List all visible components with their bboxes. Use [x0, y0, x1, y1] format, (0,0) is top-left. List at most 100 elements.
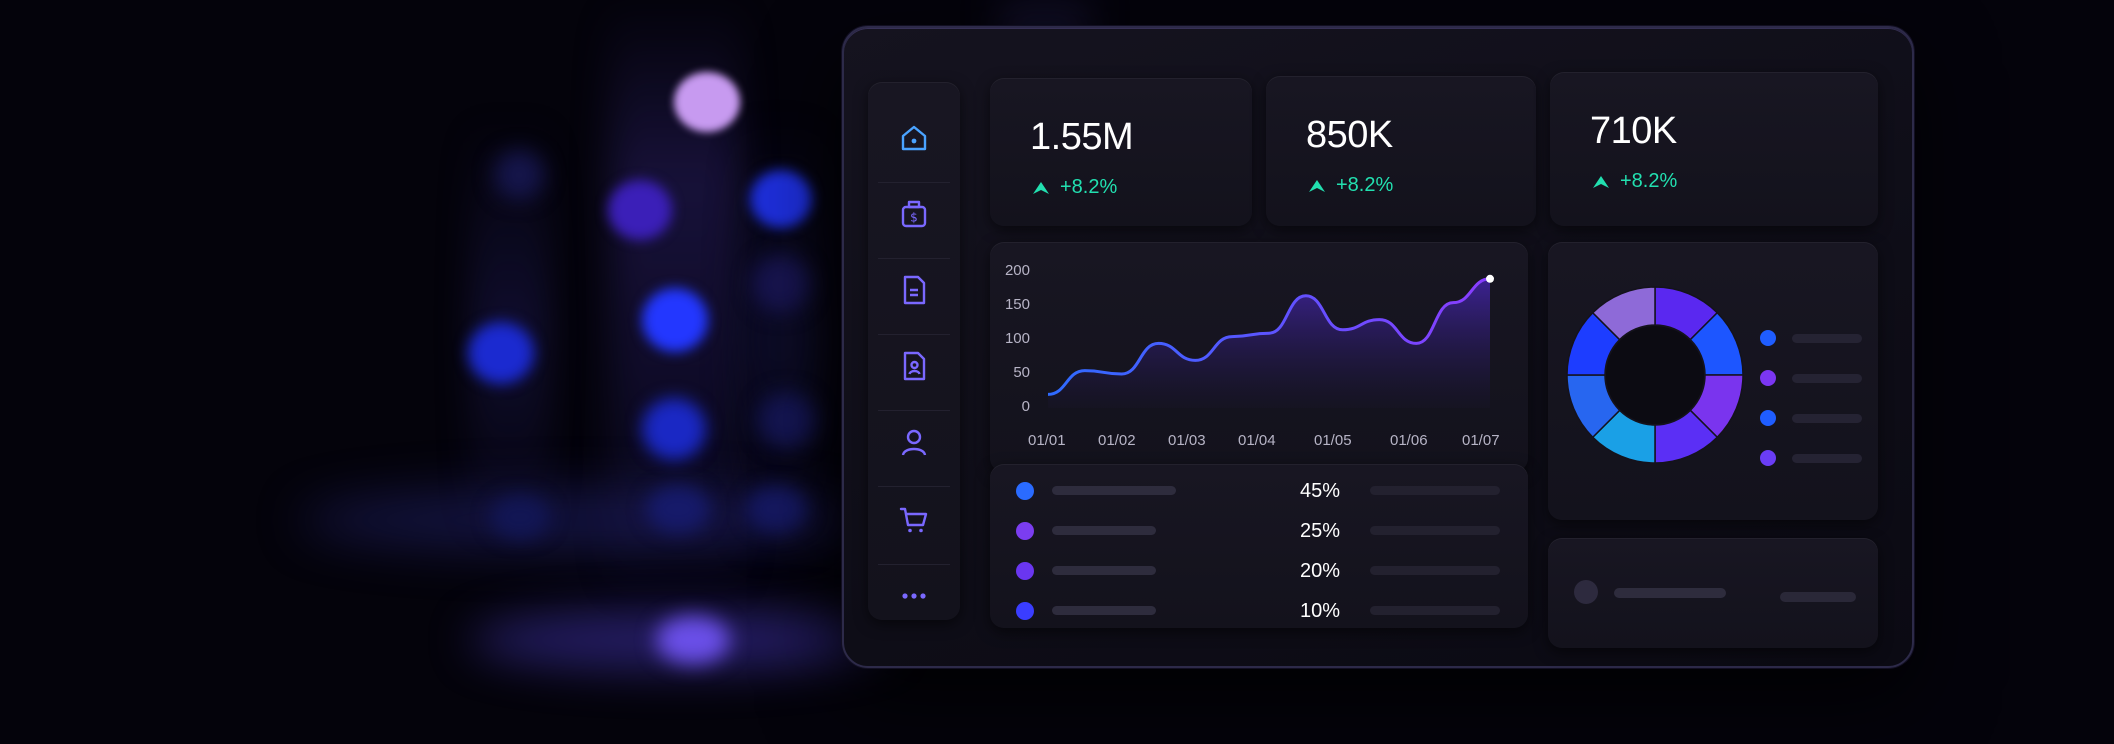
- bokeh-light: [642, 288, 708, 352]
- divider: [878, 410, 950, 411]
- value-placeholder: [1370, 526, 1500, 535]
- arrow-up-icon: [1593, 175, 1609, 188]
- more-icon: [902, 593, 926, 599]
- sidebar-item-more[interactable]: [894, 576, 934, 616]
- legend-dot: [1760, 410, 1776, 426]
- bokeh-light: [608, 180, 672, 240]
- legend-dot: [1760, 330, 1776, 346]
- value-placeholder: [1370, 606, 1500, 615]
- sidebar-item-users[interactable]: [894, 422, 934, 462]
- summary-panel[interactable]: [1548, 538, 1878, 648]
- bokeh-light: [746, 486, 808, 532]
- svg-text:$: $: [910, 211, 918, 225]
- stat-card[interactable]: 710K +8.2%: [1550, 72, 1878, 226]
- sidebar-item-finance[interactable]: $: [894, 194, 934, 234]
- label-placeholder: [1052, 526, 1156, 535]
- x-tick-label: 01/05: [1314, 432, 1352, 449]
- stat-value: 850K: [1306, 114, 1393, 156]
- sidebar-item-profile-docs[interactable]: [894, 346, 934, 386]
- donut-chart: [1566, 286, 1744, 464]
- dashboard-window: $: [842, 26, 1914, 668]
- x-tick-label: 01/02: [1098, 432, 1136, 449]
- stat-delta-value: +8.2%: [1060, 176, 1118, 198]
- label-placeholder: [1052, 606, 1156, 615]
- value-placeholder: [1780, 592, 1856, 602]
- chart-area: [1048, 278, 1490, 408]
- legend-dot: [1016, 602, 1034, 620]
- sidebar-item-cart[interactable]: [894, 500, 934, 540]
- chart-line: [1047, 277, 1491, 396]
- avatar: [1574, 580, 1598, 604]
- bokeh-light: [674, 72, 740, 132]
- x-tick-label: 01/06: [1390, 432, 1428, 449]
- stat-card[interactable]: 850K +8.2%: [1266, 76, 1536, 226]
- home-icon: [901, 125, 927, 151]
- bokeh-light: [656, 616, 730, 664]
- stat-value: 1.55M: [1030, 116, 1134, 158]
- document-icon: [903, 275, 926, 305]
- x-tick-label: 01/04: [1238, 432, 1276, 449]
- row-percent: 45%: [1300, 480, 1341, 502]
- row-percent: 20%: [1300, 560, 1341, 582]
- line-chart: [1047, 274, 1494, 408]
- value-placeholder: [1370, 486, 1500, 495]
- stat-delta: +8.2%: [1592, 170, 1677, 193]
- arrow-up-icon: [1033, 181, 1049, 194]
- x-tick-label: 01/01: [1028, 432, 1066, 449]
- chart-end-point: [1486, 274, 1494, 283]
- y-tick-label: 100: [1004, 330, 1030, 347]
- label-placeholder: [1614, 588, 1726, 598]
- money-bag-icon: $: [901, 200, 927, 228]
- legend-dot: [1016, 562, 1034, 580]
- legend-dot: [1016, 482, 1034, 500]
- stat-delta-value: +8.2%: [1620, 170, 1678, 192]
- bokeh-light: [750, 170, 812, 228]
- label-placeholder: [1052, 486, 1176, 495]
- stat-delta: +8.2%: [1308, 174, 1393, 197]
- row-percent: 10%: [1300, 600, 1341, 622]
- user-document-icon: [903, 351, 926, 381]
- divider: [878, 258, 950, 259]
- user-icon: [901, 429, 927, 456]
- y-tick-label: 150: [1004, 296, 1030, 313]
- bokeh-light: [494, 150, 544, 200]
- y-tick-label: 50: [1013, 364, 1030, 381]
- x-tick-label: 01/07: [1462, 432, 1500, 449]
- row-percent: 25%: [1300, 520, 1341, 542]
- x-tick-label: 01/03: [1168, 432, 1206, 449]
- sidebar: $: [868, 82, 960, 620]
- value-placeholder: [1370, 566, 1500, 575]
- donut-hole: [1606, 326, 1704, 424]
- bokeh-light: [642, 398, 706, 460]
- divider: [878, 334, 950, 335]
- cart-icon: [899, 507, 928, 533]
- bokeh-light: [490, 495, 550, 539]
- line-chart-panel: 200 150 100 50 0 01/01 01/02 01/03 01/04: [990, 242, 1528, 472]
- legend-dot: [1760, 450, 1776, 466]
- stat-delta-value: +8.2%: [1336, 174, 1394, 196]
- y-tick-label: 200: [1004, 262, 1030, 279]
- stat-value: 710K: [1590, 110, 1677, 152]
- bokeh-light: [752, 255, 810, 313]
- legend-label-placeholder: [1792, 454, 1862, 463]
- divider: [878, 564, 950, 565]
- stat-card[interactable]: 1.55M +8.2%: [990, 78, 1252, 226]
- donut-chart-panel: [1548, 242, 1878, 520]
- divider: [878, 182, 950, 183]
- legend-dot: [1016, 522, 1034, 540]
- bokeh-light: [468, 322, 534, 384]
- y-tick-label: 0: [1021, 398, 1030, 415]
- bokeh-light: [758, 392, 816, 448]
- breakdown-list-panel: 45% 25% 20% 10%: [990, 464, 1528, 628]
- arrow-up-icon: [1309, 179, 1325, 192]
- legend-dot: [1760, 370, 1776, 386]
- sidebar-item-home[interactable]: [894, 118, 934, 158]
- sidebar-item-documents[interactable]: [894, 270, 934, 310]
- legend-label-placeholder: [1792, 414, 1862, 423]
- legend-label-placeholder: [1792, 374, 1862, 383]
- divider: [878, 486, 950, 487]
- stat-delta: +8.2%: [1032, 176, 1117, 199]
- legend-label-placeholder: [1792, 334, 1862, 343]
- bokeh-light: [646, 485, 710, 533]
- label-placeholder: [1052, 566, 1156, 575]
